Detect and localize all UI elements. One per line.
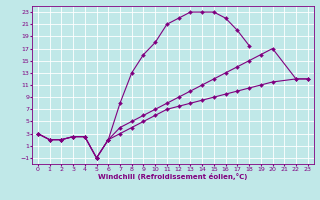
X-axis label: Windchill (Refroidissement éolien,°C): Windchill (Refroidissement éolien,°C) — [98, 173, 247, 180]
